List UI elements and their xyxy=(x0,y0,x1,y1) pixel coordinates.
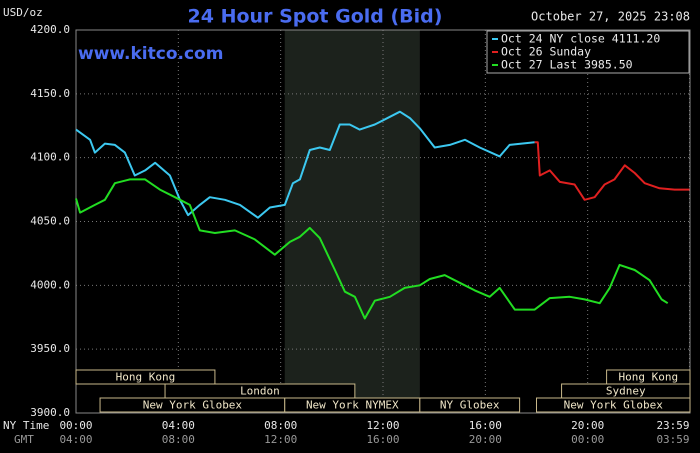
x2-row-label: GMT xyxy=(14,433,34,446)
x2-tick-label: 00:00 xyxy=(571,433,604,446)
legend-box xyxy=(486,30,690,74)
legend-label: Oct 26 Sunday xyxy=(501,45,591,59)
session-box xyxy=(606,369,691,385)
x2-tick-label: 20:00 xyxy=(469,433,502,446)
x2-tick-label: 08:00 xyxy=(162,433,195,446)
x-tick-label: 04:00 xyxy=(162,419,195,432)
session-label: New York Globex xyxy=(143,399,243,412)
y-axis-label: USD/oz xyxy=(3,6,43,19)
chart-title: 24 Hour Spot Gold (Bid) xyxy=(188,6,443,28)
session-label: London xyxy=(240,385,280,398)
session-box xyxy=(419,397,521,413)
x-tick-label: 08:00 xyxy=(264,419,297,432)
y-tick-label: 3900.0 xyxy=(30,406,70,419)
watermark: www.kitco.com xyxy=(78,44,223,64)
price-line xyxy=(75,110,535,219)
session-box xyxy=(536,397,691,413)
legend-label: Oct 27 Last 3985.50 xyxy=(501,58,633,72)
legend-label: Oct 24 NY close 4111.20 xyxy=(501,32,660,46)
x2-tick-label: 12:00 xyxy=(264,433,297,446)
price-line xyxy=(534,141,690,201)
session-label: New York Globex xyxy=(564,399,664,412)
x-tick-label: 12:00 xyxy=(366,419,399,432)
y-tick-label: 4000.0 xyxy=(30,278,70,291)
x2-tick-label: 16:00 xyxy=(366,433,399,446)
x-tick-label: 00:00 xyxy=(59,419,92,432)
x2-tick-label: 03:59 xyxy=(656,433,689,446)
x2-tick-label: 04:00 xyxy=(59,433,92,446)
plot-border xyxy=(75,29,691,414)
session-label: Sydney xyxy=(606,385,646,398)
x-tick-label: 16:00 xyxy=(469,419,502,432)
timestamp: October 27, 2025 23:08 xyxy=(531,10,690,24)
x-tick-label: 20:00 xyxy=(571,419,604,432)
y-tick-label: 3950.0 xyxy=(30,342,70,355)
x-tick-label: 23:59 xyxy=(656,419,689,432)
y-tick-label: 4200.0 xyxy=(30,23,70,36)
session-label: Hong Kong xyxy=(618,371,678,384)
session-box xyxy=(75,369,216,385)
y-tick-label: 4050.0 xyxy=(30,215,70,228)
y-tick-label: 4100.0 xyxy=(30,151,70,164)
session-label: NY Globex xyxy=(440,399,500,412)
y-tick-label: 4150.0 xyxy=(30,87,70,100)
price-line xyxy=(75,178,669,320)
x-row-label: NY Time xyxy=(3,419,49,432)
session-label: New York NYMEX xyxy=(306,399,399,412)
session-label: Hong Kong xyxy=(116,371,176,384)
